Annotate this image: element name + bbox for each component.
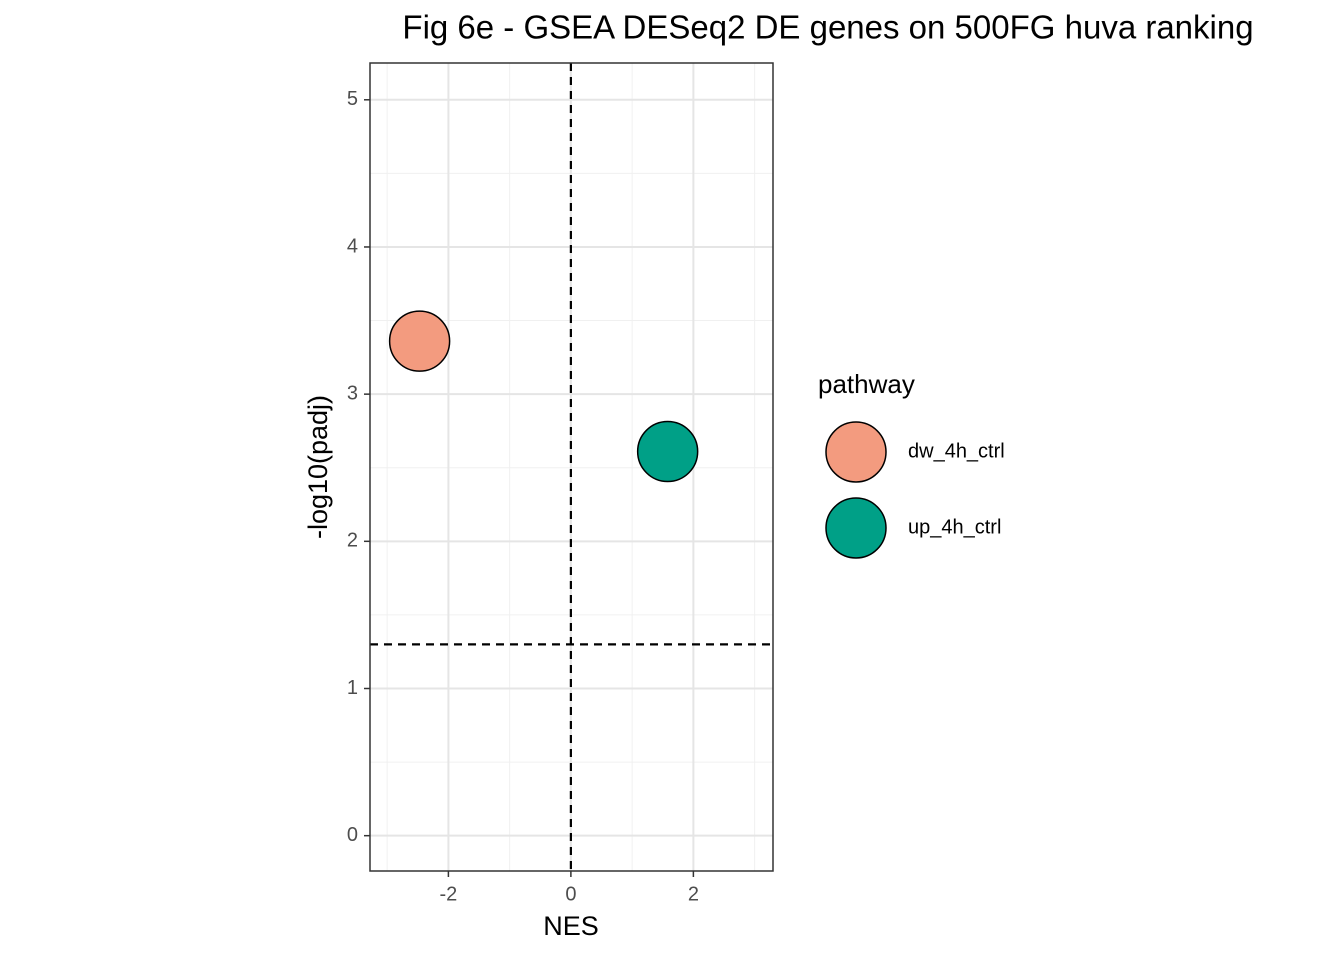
y-tick-label: 3 (347, 382, 358, 404)
point (636, 420, 699, 483)
plot-border (369, 62, 774, 872)
legend-swatch (825, 497, 887, 559)
legend-swatch (825, 421, 887, 483)
x-tick-label: 0 (565, 883, 576, 905)
legend-title: pathway (818, 369, 915, 399)
legend-label: dw_4h_ctrl (908, 440, 1005, 462)
y-tick-label: 1 (347, 677, 358, 699)
point (388, 310, 451, 372)
y-tick-label: 4 (347, 235, 358, 257)
legend-label: up_4h_ctrl (908, 516, 1001, 538)
y-tick-label: 0 (347, 824, 358, 846)
y-axis-title: -log10(padj) (303, 395, 333, 539)
chart-title: Fig 6e - GSEA DESeq2 DE genes on 500FG h… (402, 9, 1253, 46)
y-tick-label: 2 (347, 530, 358, 552)
x-tick-label: 2 (688, 883, 699, 905)
y-tick-label: 5 (347, 88, 358, 110)
x-axis-title: NES (543, 911, 599, 941)
x-tick-label: -2 (439, 883, 457, 905)
